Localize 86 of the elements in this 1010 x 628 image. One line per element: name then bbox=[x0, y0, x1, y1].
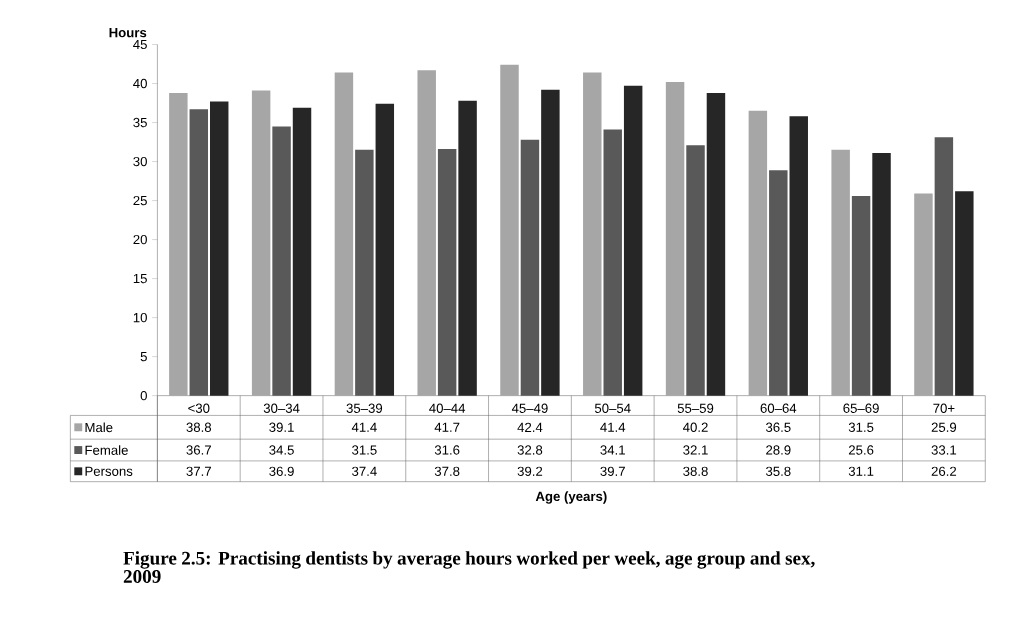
y-axis-title: Hours bbox=[109, 28, 147, 38]
y-tick-label: 20 bbox=[133, 234, 147, 245]
y-tick-label: 5 bbox=[140, 351, 147, 362]
data-label: 41.4 bbox=[351, 422, 377, 432]
data-label: 41.4 bbox=[600, 422, 626, 432]
data-label: 28.9 bbox=[766, 445, 791, 455]
x-tick-label: 65–69 bbox=[843, 403, 879, 413]
data-label: 34.5 bbox=[269, 445, 294, 455]
bar bbox=[169, 92, 188, 396]
bar bbox=[437, 149, 457, 396]
text: Age (years) bbox=[535, 491, 607, 504]
bar bbox=[334, 72, 354, 396]
x-tick-label: 55–59 bbox=[677, 403, 714, 413]
data-label: 37.8 bbox=[434, 466, 460, 476]
data-label: 31.5 bbox=[848, 422, 874, 432]
x-tick-label: 35–39 bbox=[346, 403, 383, 413]
y-tick-label: 30 bbox=[133, 156, 147, 167]
bar bbox=[955, 191, 974, 396]
y-tick-label: 35 bbox=[133, 117, 147, 128]
data-label: 42.4 bbox=[517, 422, 543, 432]
bar bbox=[520, 139, 540, 396]
legend-label: Persons bbox=[85, 466, 133, 476]
y-tick-label: 15 bbox=[133, 273, 147, 284]
data-label: 36.7 bbox=[186, 445, 211, 455]
bar bbox=[831, 149, 850, 396]
bar bbox=[769, 170, 788, 396]
data-label: 31.5 bbox=[352, 445, 377, 455]
x-tick-label: 40–44 bbox=[429, 403, 466, 413]
data-label: 26.2 bbox=[931, 466, 957, 476]
bar bbox=[789, 116, 808, 396]
bar bbox=[872, 152, 891, 396]
legend-label: Male bbox=[85, 422, 113, 433]
bar bbox=[500, 64, 519, 396]
bar bbox=[748, 110, 768, 396]
x-tick-label: 45–49 bbox=[511, 403, 548, 413]
y-tick-label: 10 bbox=[133, 312, 147, 323]
data-label: 33.1 bbox=[931, 445, 957, 455]
data-label: 39.1 bbox=[269, 422, 294, 432]
y-tick-label: 0 bbox=[140, 390, 147, 401]
data-label: 32.1 bbox=[683, 445, 708, 455]
x-tick-label: 60–64 bbox=[760, 403, 797, 413]
y-tick-label: 40 bbox=[133, 78, 147, 89]
x-tick-label: 50–54 bbox=[594, 403, 631, 413]
data-label: 37.7 bbox=[186, 466, 211, 476]
data-label: 39.2 bbox=[517, 466, 543, 476]
legend-label: Female bbox=[85, 445, 128, 455]
bar bbox=[375, 103, 395, 396]
bar bbox=[458, 100, 477, 396]
data-label: 34.1 bbox=[600, 445, 625, 455]
data-label: 41.7 bbox=[434, 422, 460, 432]
bar bbox=[851, 195, 871, 396]
bar bbox=[417, 70, 436, 396]
bar bbox=[914, 193, 933, 396]
x-tick-label: 70+ bbox=[933, 403, 955, 413]
text: Figure 2.5: Practising dentists by average hours worked per week, age group and sex, 2009 bbox=[123, 551, 815, 583]
data-label: 32.8 bbox=[517, 445, 543, 455]
data-label: 38.8 bbox=[683, 466, 708, 476]
bar bbox=[209, 101, 229, 396]
data-label: 31.6 bbox=[434, 445, 460, 455]
data-label: 38.8 bbox=[186, 422, 212, 432]
bar bbox=[541, 89, 560, 396]
y-tick-label: 45 bbox=[133, 39, 147, 50]
bar bbox=[934, 137, 954, 396]
data-label: 37.4 bbox=[352, 466, 377, 476]
x-tick-label: 30–34 bbox=[263, 403, 300, 413]
data-label: 25.6 bbox=[848, 445, 874, 455]
bar bbox=[272, 126, 291, 396]
y-tick-label: 25 bbox=[133, 195, 147, 206]
bar bbox=[583, 72, 602, 396]
data-label: 36.9 bbox=[269, 466, 294, 476]
data-label: 36.5 bbox=[765, 422, 791, 432]
data-label: 39.7 bbox=[600, 466, 625, 476]
data-label: 40.2 bbox=[683, 422, 708, 432]
data-label: 31.1 bbox=[848, 466, 874, 476]
bar bbox=[189, 109, 209, 396]
bar bbox=[706, 92, 726, 396]
bar bbox=[251, 90, 271, 396]
bar bbox=[665, 81, 685, 396]
data-label: 35.8 bbox=[765, 466, 791, 476]
bar bbox=[623, 85, 643, 396]
bar bbox=[355, 149, 374, 396]
bar bbox=[292, 107, 312, 396]
data-label: 25.9 bbox=[931, 422, 957, 432]
bar bbox=[686, 145, 705, 396]
bar bbox=[603, 129, 622, 396]
x-tick-label: <30 bbox=[188, 403, 210, 413]
